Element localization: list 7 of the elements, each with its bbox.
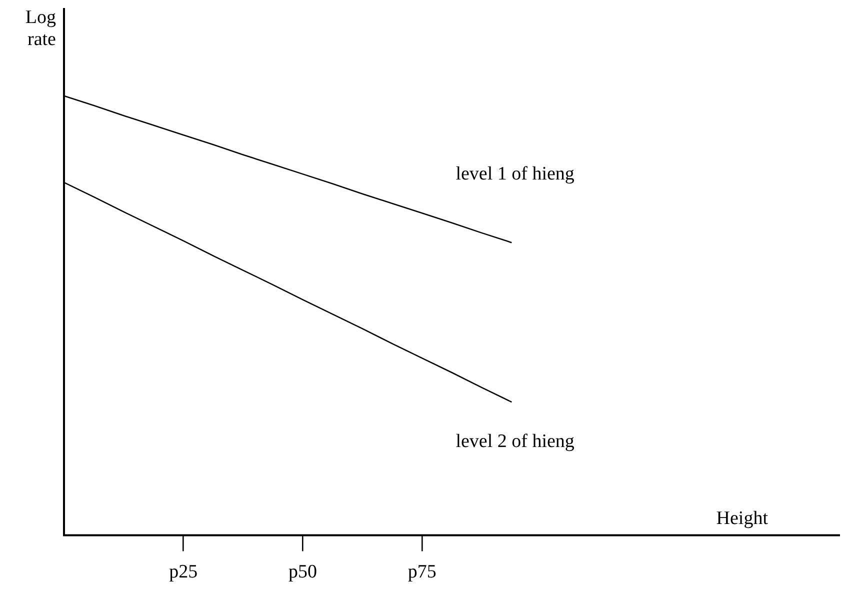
series-label: level 1 of hieng: [456, 164, 575, 185]
x-axis-title: Height: [716, 508, 769, 530]
x-tick-label: p75: [408, 562, 436, 583]
x-tick-label: p25: [169, 562, 198, 583]
x-tick-label: p50: [288, 562, 318, 583]
text: level 2 of hieng: [456, 431, 575, 452]
y-axis-title: Log rate: [25, 6, 56, 50]
